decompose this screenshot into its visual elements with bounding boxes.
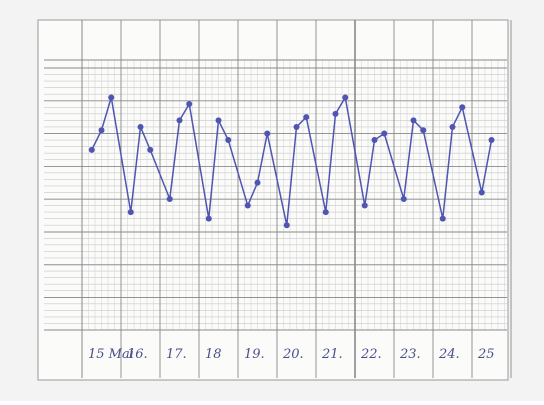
data-point	[99, 127, 105, 133]
data-point	[381, 131, 387, 137]
data-point	[489, 137, 495, 143]
day-label: 23.	[399, 347, 421, 362]
data-point	[225, 137, 231, 143]
data-point	[108, 94, 114, 100]
data-point	[138, 124, 144, 130]
data-point	[459, 104, 465, 110]
data-point	[450, 124, 456, 130]
page: 15 Mai16.17.1819.20.21.22.23.24.25 (() =…	[0, 0, 544, 401]
day-label: 18	[205, 347, 222, 362]
data-point	[128, 209, 134, 215]
data-point	[216, 117, 222, 123]
data-point	[264, 131, 270, 137]
data-point	[479, 189, 485, 195]
data-point	[362, 203, 368, 209]
day-label: 21.	[321, 347, 343, 362]
day-label: 19.	[244, 347, 265, 362]
day-label: 16.	[127, 347, 148, 362]
paper	[38, 20, 508, 380]
day-label: 20.	[282, 347, 304, 362]
data-point	[323, 209, 329, 215]
data-point	[401, 196, 407, 202]
data-point	[372, 137, 378, 143]
chart: 15 Mai16.17.1819.20.21.22.23.24.25	[0, 0, 544, 401]
data-point	[177, 117, 183, 123]
data-point	[206, 216, 212, 222]
data-point	[255, 180, 261, 186]
data-point	[147, 147, 153, 153]
data-point	[303, 114, 309, 120]
day-label: 17.	[166, 347, 187, 362]
data-point	[411, 117, 417, 123]
data-point	[342, 94, 348, 100]
data-point	[167, 196, 173, 202]
data-point	[294, 124, 300, 130]
data-point	[245, 203, 251, 209]
day-label: 22.	[360, 347, 382, 362]
day-label: 25	[477, 347, 495, 362]
data-point	[89, 147, 95, 153]
data-point	[333, 111, 339, 117]
data-point	[186, 101, 192, 107]
data-point	[420, 127, 426, 133]
day-label: 24.	[438, 347, 460, 362]
data-point	[284, 222, 290, 228]
data-point	[440, 216, 446, 222]
